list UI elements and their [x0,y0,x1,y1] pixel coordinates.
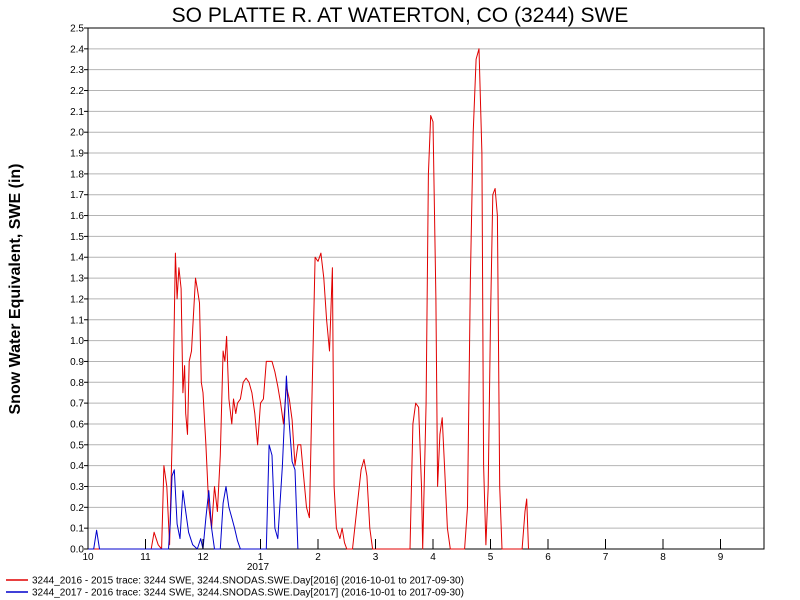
x-axis-year-label: 2017 [247,562,270,573]
x-tick-label: 6 [545,552,551,563]
y-tick-label: 0.5 [70,440,84,451]
y-tick-label: 2.2 [70,86,84,97]
x-tick-label: 12 [197,552,209,563]
y-tick-label: 0.4 [70,461,84,472]
x-tick-label: 4 [430,552,436,563]
x-axis-ticks: 10 11 12 1 2 3 4 5 6 7 8 9 [82,539,724,563]
series-line-1 [88,48,529,550]
x-tick-label: 2 [315,552,321,563]
series-line-2 [88,375,299,550]
x-tick-label: 8 [660,552,666,563]
y-tick-label: 0.9 [70,357,84,368]
chart-grid [88,27,764,550]
y-tick-label: 2.5 [70,24,84,35]
legend-entry: 3244_2017 - 2016 trace: 3244 SWE, 3244.S… [32,588,464,599]
x-tick-label: 10 [82,552,94,563]
y-tick-label: 0.3 [70,482,84,493]
y-tick-label: 2.4 [70,44,84,55]
y-tick-label: 0.6 [70,419,84,430]
y-tick-label: 1.7 [70,190,84,201]
legend-entry: 3244_2016 - 2015 trace: 3244 SWE, 3244.S… [32,576,464,587]
y-tick-label: 1.8 [70,169,84,180]
legend: 3244_2016 - 2015 trace: 3244 SWE, 3244.S… [6,576,464,599]
y-tick-label: 1.5 [70,232,84,243]
y-tick-label: 1.2 [70,294,84,305]
y-tick-label: 2.1 [70,107,84,118]
y-tick-label: 0.7 [70,399,84,410]
x-tick-label: 9 [718,552,724,563]
x-tick-label: 5 [488,552,494,563]
plot-frame [87,27,765,550]
y-tick-label: 1.4 [70,253,84,264]
y-tick-label: 0.2 [70,503,84,514]
series-layer [88,48,529,550]
y-tick-label: 0.1 [70,524,84,535]
x-tick-label: 11 [140,552,151,563]
x-tick-label: 1 [258,552,264,563]
y-axis-ticks: 0.0 0.1 0.2 0.3 0.4 0.5 0.6 0.7 0.8 0.9 1.0 1.1 1.2 1… [70,24,88,556]
y-tick-label: 1.0 [70,336,84,347]
x-tick-label: 7 [603,552,609,563]
y-tick-label: 1.6 [70,211,84,222]
chart-title: SO PLATTE R. AT WATERTON, CO (3244) SWE [172,4,629,27]
y-tick-label: 1.1 [70,315,84,326]
y-tick-label: 2.0 [70,128,84,139]
y-tick-label: 1.3 [70,274,84,285]
x-tick-label: 3 [373,552,379,563]
y-tick-label: 0.0 [70,545,84,556]
y-tick-label: 1.9 [70,149,84,160]
y-tick-label: 2.3 [70,65,84,76]
y-tick-label: 0.8 [70,378,84,389]
y-axis-label: Snow Water Equivalent, SWE (in) [7,164,24,415]
